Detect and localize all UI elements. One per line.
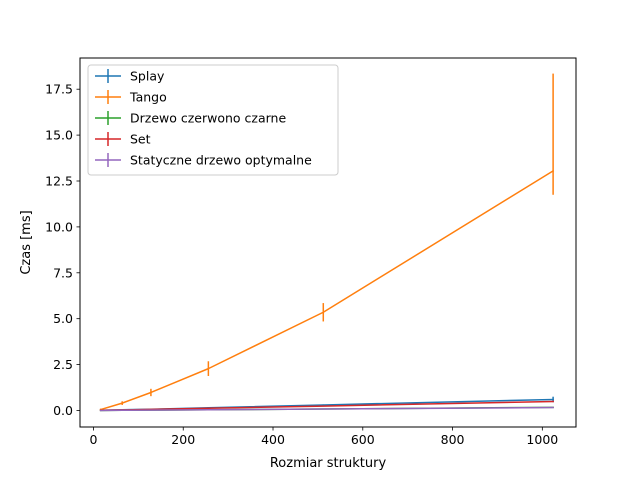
legend: Splay Tango Drzewo czerwono czarne Set Staty…: [87, 64, 339, 176]
legend-item-drzewo-czerwono-czarne: Drzewo czerwono czarne: [95, 111, 286, 126]
y-tick-label: 2.5: [53, 357, 73, 372]
legend-label: Splay: [130, 69, 165, 84]
x-tick-label: 0: [89, 432, 97, 447]
y-tick-label: 7.5: [53, 265, 73, 280]
series-tango: [99, 73, 555, 411]
legend-item-statyczne-drzewo-optymalne: Statyczne drzewo optymalne: [95, 153, 312, 168]
legend-item-tango: Tango: [95, 90, 167, 105]
axis-ticks: 0 200 400 600 800 1000 0.0 2.5 5.0 7.5 10.0 12.5 15.…: [45, 82, 558, 447]
x-tick-label: 1000: [526, 432, 558, 447]
y-tick-label: 12.5: [45, 174, 73, 189]
x-tick-label: 200: [171, 432, 195, 447]
x-tick-label: 400: [261, 432, 285, 447]
y-tick-label: 17.5: [45, 82, 73, 97]
x-tick-label: 800: [441, 432, 465, 447]
series-line-statyczne-drzewo-optymalne: [99, 406, 554, 412]
y-axis-label: Czas [ms]: [19, 210, 34, 274]
axes-frame: [79, 57, 577, 428]
series-statyczne-drzewo-optymalne: [99, 406, 554, 412]
legend-label: Tango: [129, 90, 167, 105]
series-line-tango: [99, 169, 555, 411]
y-tick-label: 15.0: [45, 128, 73, 143]
legend-item-set: Set: [95, 132, 151, 147]
legend-label: Statyczne drzewo optymalne: [130, 153, 312, 168]
y-tick-label: 10.0: [45, 219, 73, 234]
y-tick-label: 5.0: [53, 311, 73, 326]
plot-area: [99, 73, 555, 412]
legend-label: Set: [130, 132, 151, 147]
legend-label: Drzewo czerwono czarne: [130, 111, 286, 126]
legend-item-splay: Splay: [95, 69, 165, 84]
y-tick-label: 0.0: [53, 403, 73, 418]
legend-box: [87, 64, 339, 176]
x-tick-label: 600: [351, 432, 375, 447]
x-axis-label: Rozmiar struktury: [270, 456, 387, 471]
